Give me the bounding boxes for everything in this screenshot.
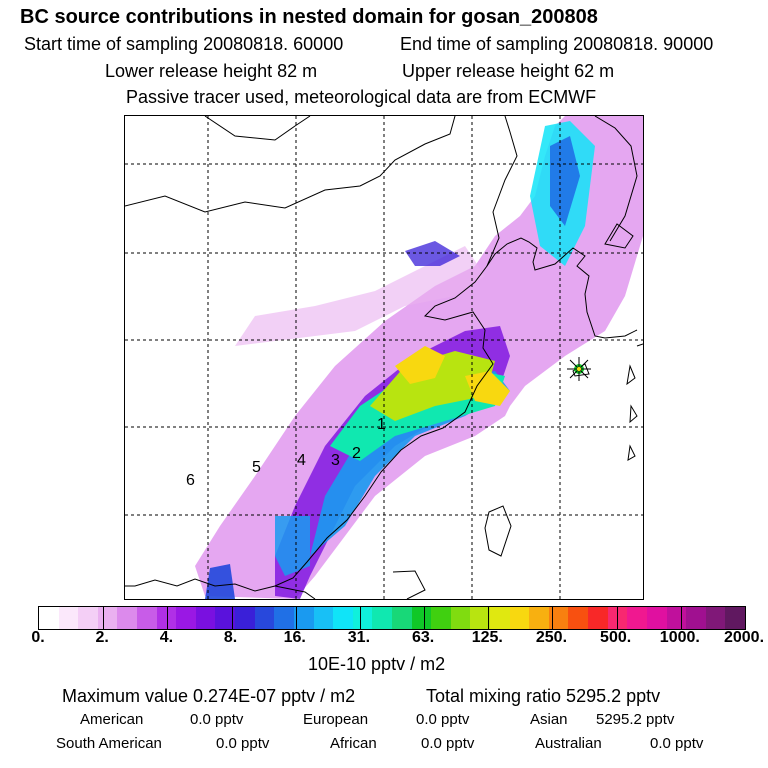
colorbar-segment bbox=[176, 607, 196, 629]
colorbar-segment bbox=[156, 607, 177, 629]
end-time-label: End time of sampling 20080818. 90000 bbox=[400, 34, 714, 54]
colorbar-segment bbox=[274, 607, 294, 629]
colorbar-unit: 10E-10 pptv / m2 bbox=[308, 654, 446, 674]
african-value: 0.0 pptv bbox=[421, 735, 475, 752]
colorbar-segment bbox=[725, 607, 745, 629]
lower-release-label: Lower release height 82 m bbox=[105, 61, 318, 81]
asian-label: Asian bbox=[530, 711, 568, 728]
colorbar bbox=[38, 606, 746, 630]
colorbar-segment bbox=[137, 607, 157, 629]
colorbar-segment bbox=[313, 607, 334, 629]
colorbar-segment bbox=[372, 607, 392, 629]
colorbar-tick-label: 2000. bbox=[723, 629, 765, 646]
marker-6: 6 bbox=[186, 472, 195, 489]
colorbar-segment bbox=[529, 607, 549, 629]
colorbar-segment bbox=[39, 607, 59, 629]
colorbar-segment bbox=[254, 607, 275, 629]
american-label: American bbox=[80, 711, 144, 728]
colorbar-segment bbox=[686, 607, 706, 629]
receptor-star-icon bbox=[567, 357, 591, 381]
african-label: African bbox=[330, 735, 377, 752]
upper-release-label: Upper release height 62 m bbox=[402, 61, 615, 81]
total-mixing-label: Total mixing ratio 5295.2 pptv bbox=[426, 686, 661, 706]
colorbar-segment bbox=[490, 607, 510, 629]
colorbar-segment bbox=[588, 607, 608, 629]
source-markers: 1 2 3 4 5 6 bbox=[186, 416, 386, 489]
colorbar-tick-label: 31. bbox=[347, 629, 371, 646]
colorbar-segment bbox=[431, 607, 451, 629]
marker-2: 2 bbox=[352, 445, 361, 462]
plume-shading bbox=[195, 116, 643, 599]
colorbar-divider bbox=[552, 607, 554, 629]
colorbar-tick-label: 250. bbox=[535, 629, 568, 646]
colorbar-segment bbox=[470, 607, 491, 629]
colorbar-tick-label: 16. bbox=[283, 629, 306, 646]
coastlines bbox=[125, 116, 643, 599]
colorbar-divider bbox=[295, 607, 297, 629]
grid-lines bbox=[125, 116, 643, 599]
marker-5: 5 bbox=[252, 459, 261, 476]
colorbar-segment bbox=[450, 607, 471, 629]
concentration-map: 1 2 3 4 5 6 bbox=[125, 116, 643, 599]
colorbar-segment bbox=[391, 607, 412, 629]
american-value: 0.0 pptv bbox=[190, 711, 244, 728]
colorbar-tick-label: 4. bbox=[159, 629, 174, 646]
colorbar-segment bbox=[627, 607, 647, 629]
asian-value: 5295.2 pptv bbox=[596, 711, 675, 728]
colorbar-tick-label: 0. bbox=[31, 629, 45, 646]
colorbar-tick-label: 500. bbox=[600, 629, 632, 646]
colorbar-tick-label: 1000. bbox=[659, 629, 700, 646]
colorbar-divider bbox=[103, 607, 105, 629]
tracer-note: Passive tracer used, meteorological data… bbox=[126, 87, 597, 107]
marker-1: 1 bbox=[377, 416, 386, 433]
colorbar-tick-label: 125. bbox=[471, 629, 503, 646]
colorbar-segment bbox=[411, 607, 432, 629]
colorbar-segment bbox=[646, 607, 667, 629]
colorbar-divider bbox=[231, 607, 233, 629]
colorbar-segment bbox=[235, 607, 255, 629]
colorbar-tick-label: 63. bbox=[411, 629, 435, 646]
colorbar-divider bbox=[680, 607, 682, 629]
colorbar-divider bbox=[616, 607, 618, 629]
colorbar-segment bbox=[333, 607, 353, 629]
australian-value: 0.0 pptv bbox=[650, 735, 704, 752]
colorbar-segment bbox=[352, 607, 373, 629]
plot-title: BC source contributions in nested domain… bbox=[20, 6, 598, 28]
colorbar-divider bbox=[359, 607, 361, 629]
colorbar-segment bbox=[293, 607, 314, 629]
colorbar-segment bbox=[195, 607, 216, 629]
colorbar-tick-label: 2. bbox=[95, 629, 109, 646]
colorbar-segment bbox=[215, 607, 236, 629]
european-label: European bbox=[303, 711, 369, 728]
colorbar-divider bbox=[488, 607, 490, 629]
colorbar-segment bbox=[509, 607, 530, 629]
colorbar-segment bbox=[78, 607, 98, 629]
colorbar-segment bbox=[666, 607, 687, 629]
marker-3: 3 bbox=[331, 452, 340, 469]
colorbar-segment bbox=[97, 607, 118, 629]
colorbar-segment bbox=[548, 607, 569, 629]
marker-4: 4 bbox=[297, 452, 306, 469]
colorbar-divider bbox=[424, 607, 426, 629]
european-value: 0.0 pptv bbox=[416, 711, 470, 728]
colorbar-segment bbox=[705, 607, 726, 629]
colorbar-segment bbox=[568, 607, 589, 629]
colorbar-divider bbox=[167, 607, 169, 629]
colorbar-segment bbox=[58, 607, 79, 629]
colorbar-tick-label: 8. bbox=[223, 629, 238, 646]
map-panel[interactable]: 1 2 3 4 5 6 bbox=[124, 115, 644, 600]
australian-label: Australian bbox=[535, 735, 602, 752]
colorbar-segment bbox=[117, 607, 138, 629]
max-value-label: Maximum value 0.274E-07 pptv / m2 bbox=[62, 686, 356, 706]
start-time-label: Start time of sampling 20080818. 60000 bbox=[24, 34, 344, 54]
south-american-value: 0.0 pptv bbox=[216, 735, 270, 752]
south-american-label: South American bbox=[56, 735, 162, 752]
